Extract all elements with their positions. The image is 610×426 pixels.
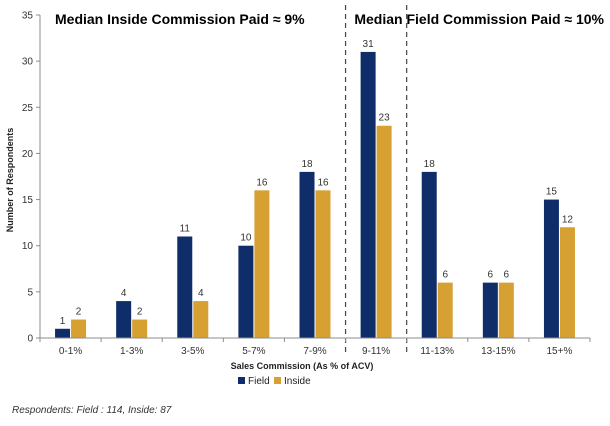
x-tick-label: 13-15% [481,346,516,357]
x-tick-label: 0-1% [59,346,82,357]
data-label-inside: 23 [379,113,391,124]
bar-field-5-7% [238,245,254,338]
x-tick-label: 1-3% [120,346,143,357]
field-median-annotation: Median Field Commission Paid ≈ 10% [354,11,604,27]
y-tick-label: 5 [27,287,33,298]
data-label-inside: 4 [198,288,204,299]
y-axis-title: Number of Respondents [5,128,15,233]
legend-swatch-field [238,377,245,384]
bar-inside-7-9% [315,190,331,338]
respondents-footnote: Respondents: Field : 114, Inside: 87 [12,405,172,416]
data-label-field: 18 [424,159,436,170]
bar-inside-3-5% [193,301,209,338]
bar-inside-9-11% [376,125,392,338]
x-tick-label: 3-5% [181,346,204,357]
data-label-field: 6 [488,270,494,281]
x-tick-label: 11-13% [420,346,454,357]
data-label-inside: 6 [442,270,448,281]
bar-field-15+% [543,199,559,338]
y-tick-label: 35 [22,11,34,22]
bars [55,51,575,339]
y-tick-label: 0 [27,334,33,345]
axes: 0 5 10 15 20 25 30 35 0-1% 1-3% 3-5% 5-7% 7-9% 9-11% 1… [22,11,591,357]
inside-median-annotation: Median Inside Commission Paid ≈ 9% [55,11,305,27]
legend-label-inside: Inside [284,376,311,387]
y-tick-label: 30 [22,57,34,68]
data-label-inside: 16 [256,177,268,188]
data-label-inside: 2 [137,307,143,318]
bar-inside-15+% [559,227,575,338]
x-tick-label: 7-9% [303,346,326,357]
data-label-inside: 16 [317,177,329,188]
data-label-field: 15 [546,187,558,198]
data-label-inside: 12 [562,214,574,225]
bar-field-1-3% [116,301,132,338]
data-label-field: 1 [60,316,66,327]
data-label-field: 10 [240,233,252,244]
y-tick-label: 10 [22,241,34,252]
bar-field-11-13% [421,171,437,338]
data-label-inside: 6 [504,270,510,281]
y-tick-label: 20 [22,149,34,160]
legend: Field Inside [238,376,311,387]
bar-field-3-5% [177,236,193,338]
y-tick-label: 15 [22,195,34,206]
bar-field-0-1% [55,328,71,338]
bar-field-7-9% [299,171,315,338]
x-tick-label: 5-7% [242,346,265,357]
data-label-inside: 2 [76,307,82,318]
bar-inside-11-13% [437,282,453,338]
x-tick-label: 15+% [547,346,573,357]
bar-inside-1-3% [132,319,148,338]
data-label-field: 11 [180,223,191,234]
data-label-field: 4 [121,288,127,299]
bar-inside-13-15% [498,282,514,338]
bar-inside-0-1% [71,319,87,338]
bar-field-13-15% [482,282,498,338]
data-label-field: 31 [363,39,375,50]
x-axis-title: Sales Commission (As % of ACV) [231,361,374,371]
bar-field-9-11% [360,51,376,339]
bar-inside-5-7% [254,190,270,338]
legend-swatch-inside [274,377,281,384]
y-tick-label: 25 [22,103,34,114]
x-tick-label: 9-11% [362,346,390,357]
plot-area [344,5,408,356]
legend-label-field: Field [248,376,270,387]
data-label-field: 18 [301,159,313,170]
